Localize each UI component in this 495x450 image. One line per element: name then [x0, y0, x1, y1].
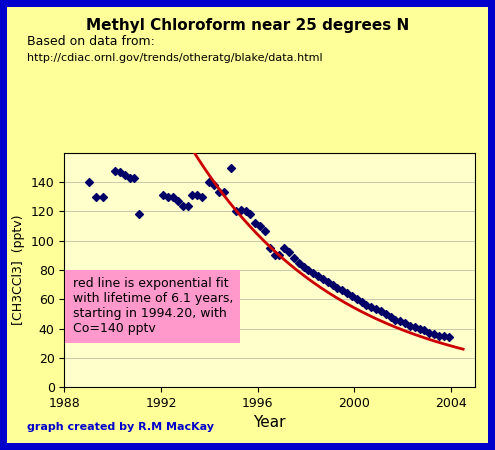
Point — [396, 318, 404, 325]
Point — [271, 252, 279, 259]
Point — [198, 193, 206, 200]
Point — [338, 287, 346, 294]
Point — [440, 332, 448, 339]
Point — [358, 299, 366, 306]
Point — [343, 290, 351, 297]
X-axis label: Year: Year — [253, 415, 286, 430]
Point — [362, 302, 370, 309]
Point — [353, 296, 361, 303]
Point — [169, 193, 177, 200]
Point — [377, 307, 385, 315]
Point — [411, 324, 419, 331]
Text: http://cdiac.ornl.gov/trends/otheratg/blake/data.html: http://cdiac.ornl.gov/trends/otheratg/bl… — [27, 53, 322, 63]
Point — [194, 192, 201, 199]
Text: red line is exponential fit
with lifetime of 6.1 years,
starting in 1994.20, wit: red line is exponential fit with lifetim… — [73, 277, 233, 335]
Point — [416, 325, 424, 332]
Point — [276, 252, 284, 259]
Point — [116, 168, 124, 176]
Point — [159, 192, 167, 199]
Point — [309, 269, 317, 276]
Point — [348, 292, 356, 300]
Point — [164, 193, 172, 200]
Y-axis label: [CH3CCl3]  (pptv): [CH3CCl3] (pptv) — [12, 215, 25, 325]
Point — [121, 171, 129, 179]
Point — [174, 198, 182, 205]
Point — [285, 249, 293, 256]
Point — [220, 189, 228, 196]
Point — [237, 207, 245, 214]
Point — [406, 322, 414, 329]
Point — [135, 211, 143, 218]
Point — [295, 259, 303, 266]
Point — [232, 208, 240, 215]
Point — [324, 278, 332, 285]
Point — [290, 255, 298, 262]
Text: Based on data from:: Based on data from: — [27, 35, 154, 48]
Point — [210, 181, 218, 189]
Point — [261, 227, 269, 234]
Point — [205, 179, 213, 186]
Point — [299, 263, 307, 270]
Point — [372, 306, 380, 313]
Point — [314, 272, 322, 279]
Point — [420, 326, 428, 333]
Point — [280, 244, 288, 252]
Point — [247, 211, 254, 218]
Point — [401, 319, 409, 326]
Point — [189, 192, 197, 199]
Point — [304, 266, 312, 274]
Point — [126, 174, 134, 181]
Point — [256, 222, 264, 230]
Point — [99, 193, 107, 200]
Point — [367, 303, 375, 310]
Point — [435, 332, 443, 339]
Text: graph created by R.M MacKay: graph created by R.M MacKay — [27, 423, 214, 432]
Point — [227, 164, 235, 171]
Point — [242, 208, 249, 215]
Point — [92, 193, 99, 200]
Point — [392, 316, 399, 323]
Point — [319, 275, 327, 283]
Point — [179, 202, 187, 209]
Point — [111, 167, 119, 174]
Text: Methyl Chloroform near 25 degrees N: Methyl Chloroform near 25 degrees N — [86, 18, 409, 33]
Point — [184, 202, 192, 209]
Point — [329, 281, 337, 288]
Point — [334, 284, 342, 291]
Point — [266, 244, 274, 252]
Point — [425, 329, 433, 337]
Point — [85, 179, 93, 186]
Point — [131, 174, 139, 181]
Point — [387, 313, 395, 320]
Point — [445, 334, 452, 341]
Point — [382, 310, 390, 318]
Point — [430, 331, 438, 338]
Point — [251, 220, 259, 227]
Point — [215, 189, 223, 196]
